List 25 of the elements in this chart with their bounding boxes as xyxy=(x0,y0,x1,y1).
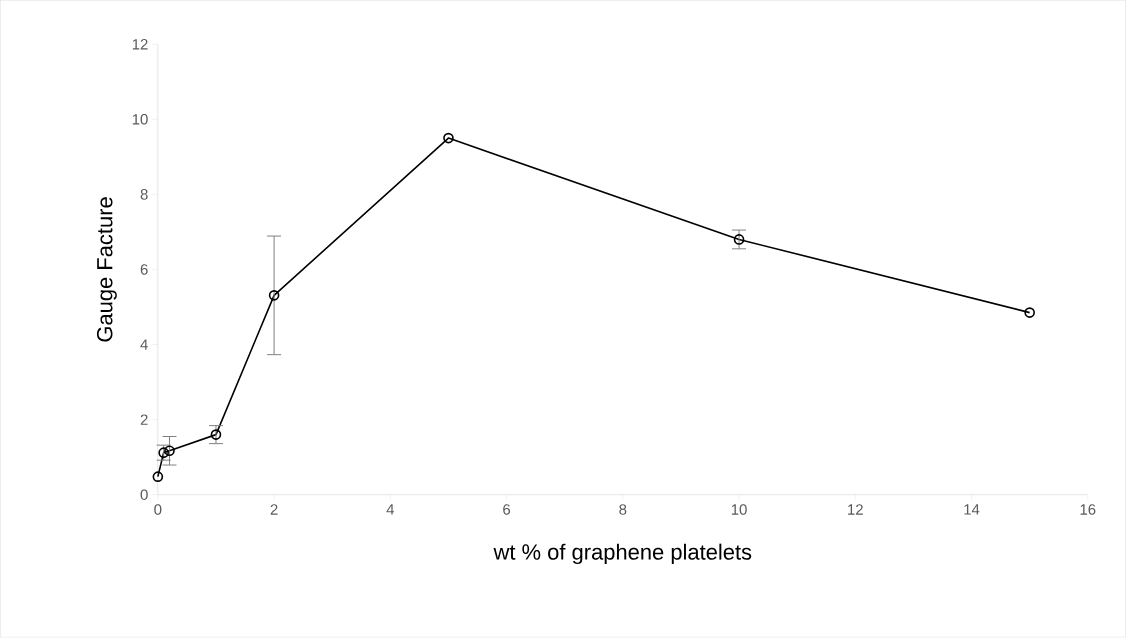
y-axis-title: Gauge Facture xyxy=(96,197,117,342)
x-tick-label: 10 xyxy=(731,504,747,516)
point xyxy=(733,234,745,245)
point xyxy=(443,133,454,144)
x-tick-label: 4 xyxy=(386,504,395,515)
x-tick-label: 14 xyxy=(964,504,980,515)
x-tick-label: 8 xyxy=(619,504,627,516)
point xyxy=(268,290,280,301)
point xyxy=(1024,307,1035,319)
y-tick-label: 6 xyxy=(140,264,148,275)
y-tick-label: 8 xyxy=(140,189,148,200)
x-tick-label: 0 xyxy=(154,504,162,516)
y-tick-label: 10 xyxy=(132,114,148,125)
point xyxy=(164,445,175,457)
y-tick-label: 2 xyxy=(140,414,148,426)
x-tick-label: 6 xyxy=(503,504,511,516)
y-tick-label: 4 xyxy=(140,339,148,350)
y-tick-label: 12 xyxy=(132,39,148,50)
x-tick-label: 12 xyxy=(848,504,863,515)
point xyxy=(210,429,222,441)
x-tick-label: 2 xyxy=(270,504,278,515)
x-tick-label: 16 xyxy=(1080,504,1096,516)
point xyxy=(152,471,164,483)
y-tick-label: 0 xyxy=(140,489,148,501)
x-axis-title: wt % of graphene platelets xyxy=(493,543,752,565)
